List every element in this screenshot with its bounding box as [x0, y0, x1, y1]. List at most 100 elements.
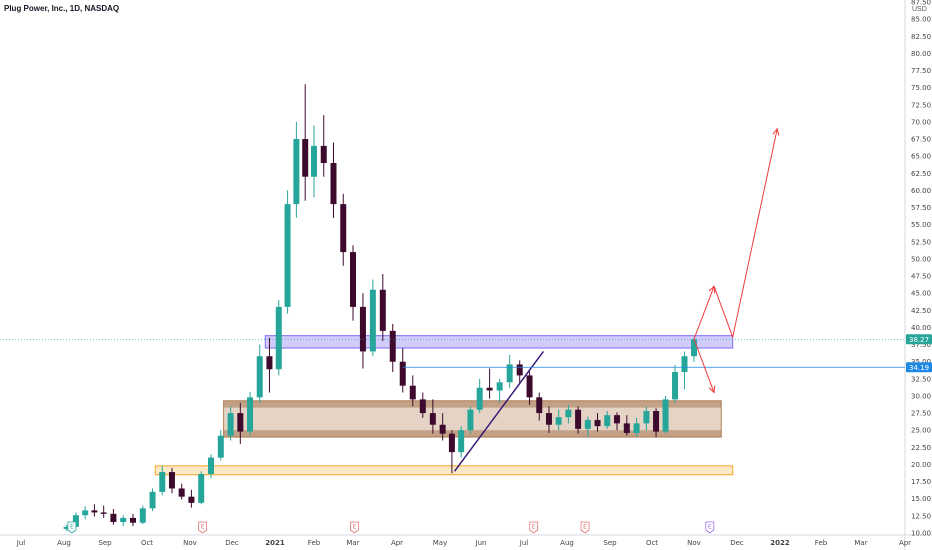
candle-body: [320, 145, 327, 164]
candle-body: [604, 415, 611, 427]
projection-up-path: [693, 128, 778, 340]
y-tick-label: 87.50: [911, 0, 931, 7]
candle-body: [178, 488, 185, 497]
x-tick-label: Dec: [730, 539, 744, 547]
candle-body: [545, 413, 552, 425]
y-tick-label: 15.00: [911, 495, 931, 503]
candle-body: [91, 510, 98, 513]
price-axis[interactable]: 87.50 85.00 82.50 80.00 77.50 75.00 72.50 70.00…: [911, 0, 931, 538]
candle-body: [429, 413, 436, 425]
y-tick-label: 32.50: [911, 375, 931, 383]
x-tick-label: Aug: [560, 539, 574, 547]
candle-body: [614, 415, 620, 424]
candles: [63, 84, 697, 531]
y-tick-label: 12.50: [911, 512, 931, 520]
earnings-event-label: E: [201, 524, 205, 531]
candle-body: [476, 387, 483, 410]
candle-body: [159, 472, 166, 492]
price-tag-label: 38.27: [909, 336, 929, 344]
candle-body: [486, 387, 493, 391]
candle-body: [555, 417, 562, 425]
y-tick-label: 55.00: [911, 221, 931, 229]
x-tick-label: Mar: [346, 539, 359, 547]
y-tick-label: 57.50: [911, 204, 931, 212]
y-tick-label: 72.50: [911, 101, 931, 109]
earnings-event-icon: [580, 521, 590, 534]
y-tick-label: 22.50: [911, 444, 931, 452]
earnings-event-label: E: [70, 524, 74, 531]
y-tick-label: 20.00: [911, 461, 931, 469]
candle-body: [379, 289, 386, 331]
candle-body: [120, 517, 127, 523]
chart-title: Plug Power, Inc., 1D, NASDAQ: [4, 4, 120, 13]
candle-body: [311, 145, 317, 177]
x-tick-label: Nov: [183, 539, 197, 547]
y-tick-label: 27.50: [911, 410, 931, 418]
candle-body: [359, 306, 366, 352]
x-tick-label: Jun: [475, 539, 487, 547]
projection-down-path: [693, 338, 715, 393]
price-tags: 38.27 34.19: [906, 334, 932, 373]
candle-body: [168, 472, 175, 489]
candle-body: [536, 397, 543, 414]
x-tick-label: Sep: [603, 539, 617, 547]
zones: [154, 335, 734, 476]
earnings-event-label: E: [353, 524, 357, 531]
y-tick-label: 77.50: [911, 67, 931, 75]
candle-body: [72, 515, 79, 527]
candle-body: [594, 419, 601, 427]
candle-body: [302, 139, 309, 177]
candle-body: [284, 204, 291, 307]
earnings-event-label: E: [708, 524, 712, 531]
x-tick-label: Apr: [391, 539, 403, 547]
y-tick-label: 62.50: [911, 170, 931, 178]
candle-body: [340, 204, 347, 253]
y-tick-label: 75.00: [911, 84, 931, 92]
price-tag-label: 34.19: [909, 364, 929, 372]
candle-body: [458, 430, 465, 453]
x-tick-label: Dec: [225, 539, 239, 547]
candle-body: [198, 474, 205, 503]
x-tick-label: Jul: [519, 539, 529, 547]
candle-body: [293, 139, 300, 205]
x-tick-label: Oct: [646, 539, 658, 547]
earnings-event-label: E: [583, 524, 587, 531]
candle-body: [467, 409, 474, 431]
time-axis[interactable]: Jul Aug Sep Oct Nov Dec 2021 Feb Mar Apr May Jun Jul…: [16, 539, 911, 547]
candle-body: [110, 513, 117, 523]
x-tick-label: Feb: [815, 539, 828, 547]
y-tick-label: 85.00: [911, 16, 931, 24]
y-tick-label: 40.00: [911, 324, 931, 332]
candle-body: [256, 356, 263, 398]
y-tick-label: 67.50: [911, 136, 931, 144]
candle-body: [237, 413, 244, 432]
earnings-event-icon: [350, 521, 359, 534]
projection-arrowhead: [772, 127, 780, 136]
x-tick-label: May: [433, 539, 447, 547]
candle-body: [526, 375, 533, 398]
candle-body: [82, 510, 89, 516]
earnings-event-icon: [705, 521, 715, 534]
candle-body: [584, 419, 591, 429]
candle-body: [653, 411, 660, 432]
candle-body: [448, 433, 455, 453]
candle-body: [139, 508, 146, 523]
candle-body: [409, 385, 416, 400]
candle-body: [100, 512, 107, 514]
price-tag: [906, 362, 932, 373]
x-tick-label: Mar: [854, 539, 867, 547]
x-tick-label: Jul: [16, 539, 26, 547]
candle-body: [681, 356, 688, 372]
projection-arrowhead: [708, 285, 716, 294]
candle-body: [623, 423, 630, 433]
y-tick-label: 70.00: [911, 118, 931, 126]
candle-body: [399, 361, 406, 386]
y-tick-label: 35.00: [911, 358, 931, 366]
support-zone: [154, 465, 734, 476]
y-tick-label: 47.50: [911, 273, 931, 281]
candle-body: [565, 409, 572, 418]
candle-body: [516, 364, 523, 376]
